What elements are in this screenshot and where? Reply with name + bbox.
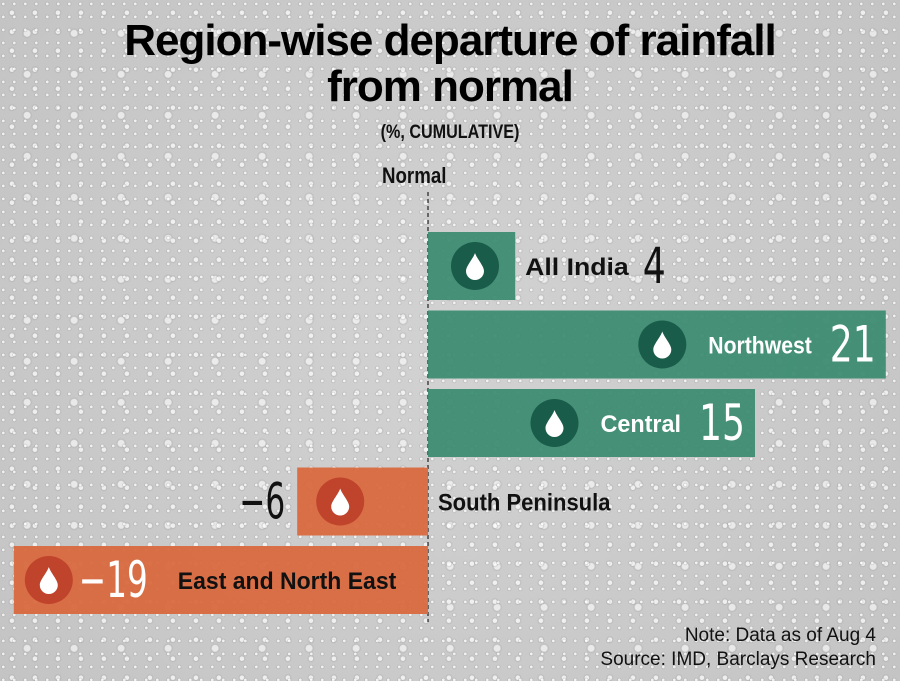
water-drop-icon (545, 410, 564, 437)
chart-title-line-1: Region-wise departure of rainfall (124, 16, 777, 65)
footer-notes: Note: Data as of Aug 4 Source: IMD, Barc… (600, 624, 876, 672)
value-label-northwest: 21 (830, 316, 876, 374)
chart-subtitle: (%, CUMULATIVE) (380, 122, 520, 143)
data-note: Note: Data as of Aug 4 (684, 625, 876, 646)
bar-east-and-north-east (13, 546, 429, 614)
bar-label-northwest: Northwest (708, 333, 812, 360)
value-label-all-india: 4 (643, 237, 666, 295)
bar-label-east-and-north-east: East and North East (178, 568, 397, 595)
bar-group-northwest: Northwest 21 (428, 310, 886, 379)
baseline-label: Normal (382, 163, 447, 188)
water-drop-icon (653, 331, 672, 359)
value-label-south-peninsula: −6 (239, 473, 285, 531)
water-drop-icon (331, 488, 350, 516)
bar-group-south-peninsula: South Peninsula −6 (239, 467, 611, 536)
chart-title-line-2: from normal (327, 62, 574, 111)
bar-label-all-india: All India (525, 254, 629, 281)
bar-group-all-india: All India 4 (428, 232, 666, 300)
water-drop-icon (39, 567, 58, 594)
value-label-central: 15 (699, 394, 745, 452)
value-label-east-and-north-east: −19 (79, 551, 148, 609)
bar-label-south-peninsula: South Peninsula (438, 490, 611, 517)
bar-central (428, 389, 755, 457)
bar-group-east-and-north-east: East and North East −19 (13, 546, 429, 614)
chart-title: Region-wise departure of rainfall from n… (0, 18, 900, 110)
source-note: Source: IMD, Barclays Research (600, 649, 876, 670)
water-drop-icon (466, 253, 484, 280)
bar-label-central: Central (601, 411, 682, 438)
bar-group-central: Central 15 (428, 389, 755, 457)
